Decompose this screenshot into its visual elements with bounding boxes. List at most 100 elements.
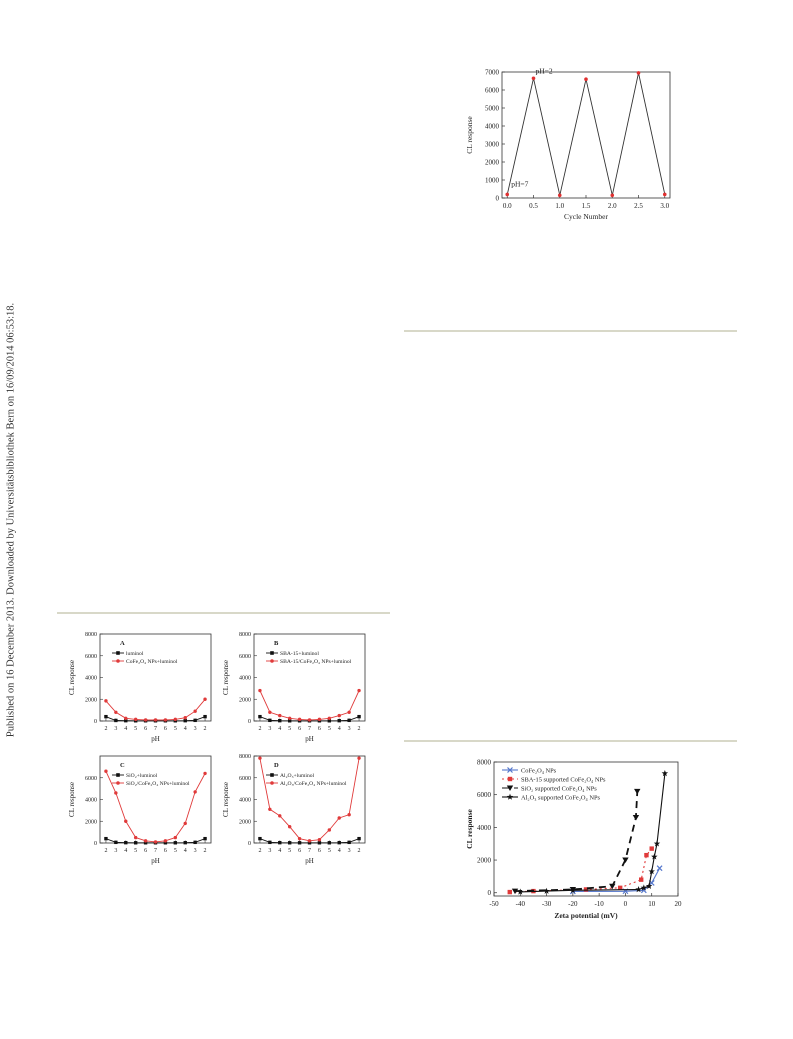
x-tick-label: 1.0 [555,202,564,210]
legend-marker [506,785,514,791]
series-line [259,758,360,842]
x-tick-label: 10 [648,900,656,908]
data-point [317,838,322,842]
legend-marker [270,773,274,777]
x-tick-label: 3 [348,726,351,732]
data-point [609,883,616,890]
y-axis-label: CL response [68,660,76,695]
data-point [297,841,302,845]
data-point [337,718,341,723]
x-tick-label: 7 [154,726,157,732]
panel-label: C [120,762,125,769]
data-point [327,719,332,723]
data-point [543,887,550,894]
data-point [307,841,312,845]
data-point [133,841,138,845]
data-point [268,718,272,723]
data-point [531,76,536,81]
x-axis-label: pH [305,857,314,865]
cycle-chart: 0 1000 2000 3000 4000 5000 6000 7000 0.0 0.5 1.0 1.… [465,66,671,221]
data-point [278,840,282,845]
data-point [258,688,262,693]
plot-frame [99,633,212,722]
data-point [203,771,207,776]
x-tick-label: 5 [134,726,137,732]
x-tick-label: 3 [268,726,271,732]
x-tick-label: 6 [298,848,301,854]
panel-b-chart: 0 2000 4000 6000 8000 2 3 4 5 6 7 6 5 4 3 2 pH CL respons… [222,632,366,743]
divider-left [57,612,390,614]
legend-label: Al₂O₃/CoFe₂O₄ NPs+luminol [280,781,347,787]
x-axis-label: pH [151,857,160,865]
x-tick-label: -40 [516,900,526,908]
legend-label: SiO₂ supported CoFe₂O₄ NPs [521,785,597,792]
y-tick-label: 8000 [239,754,251,760]
x-tick-label: 2 [204,726,207,732]
data-point [163,841,168,845]
data-point [173,717,178,722]
y-axis-label: CL response [465,809,474,849]
data-point [104,714,108,719]
x-tick-label: 2 [258,726,261,732]
legend-label: Al₂O₃+luminol [280,773,315,779]
data-point [622,857,629,864]
data-point [203,697,207,701]
data-point [268,710,272,714]
data-point [634,788,641,795]
x-tick-label: 4 [278,726,281,732]
data-point [357,836,361,841]
x-tick-label: 5 [328,848,331,854]
data-point [347,840,351,845]
data-point [511,888,519,895]
x-tick-label: 5 [174,726,177,732]
data-point [317,841,322,845]
annotation-ph7: pH=7 [511,179,528,188]
y-tick-label: 4000 [239,798,251,804]
publication-notice: Published on 16 December 2013. Downloade… [5,302,17,738]
y-tick-label: 4000 [85,798,97,804]
y-tick-label: 0 [94,841,97,847]
divider-right-bottom [404,740,737,742]
panel-label: B [274,640,279,647]
data-point [183,821,187,826]
x-tick-label: 0.0 [503,202,512,210]
x-axis-label: Cycle Number [564,212,608,221]
x-tick-label: 6 [144,848,147,854]
data-point [583,887,589,892]
y-axis-label: CL response [68,782,76,817]
y-tick-label: 2000 [485,159,500,167]
data-point [327,841,332,845]
plot-frame [99,755,212,844]
data-point [648,868,655,875]
x-tick-label: 4 [124,848,127,854]
x-tick-label: 3 [268,848,271,854]
data-point [173,835,178,840]
legend-marker [507,767,513,773]
divider-right-top [404,330,737,332]
data-point [640,884,648,891]
y-tick-label: 0 [496,195,500,203]
x-tick-label: 6 [164,848,167,854]
legend-label: Al₂O₃ supported CoFe₂O₄ NPs [521,794,601,801]
y-tick-label: 2000 [239,697,251,703]
legend-marker [507,776,513,782]
data-point [268,807,272,811]
data-point [203,714,207,719]
x-tick-label: 7 [308,848,311,854]
data-point [656,865,663,872]
data-point [632,815,640,821]
x-tick-label: 5 [288,848,291,854]
x-axis-label: pH [151,735,160,743]
y-axis-label: CL response [222,660,230,695]
y-tick-label: 0 [248,841,251,847]
x-tick-label: 3 [114,726,117,732]
x-tick-label: 3 [348,848,351,854]
data-point [114,710,118,714]
x-tick-label: 5 [134,848,137,854]
y-tick-label: 0 [94,719,97,725]
y-tick-label: 0 [488,889,492,897]
data-point [507,889,512,895]
data-point [143,841,148,845]
y-tick-label: 6000 [477,791,492,799]
x-tick-label: 5 [288,726,291,732]
